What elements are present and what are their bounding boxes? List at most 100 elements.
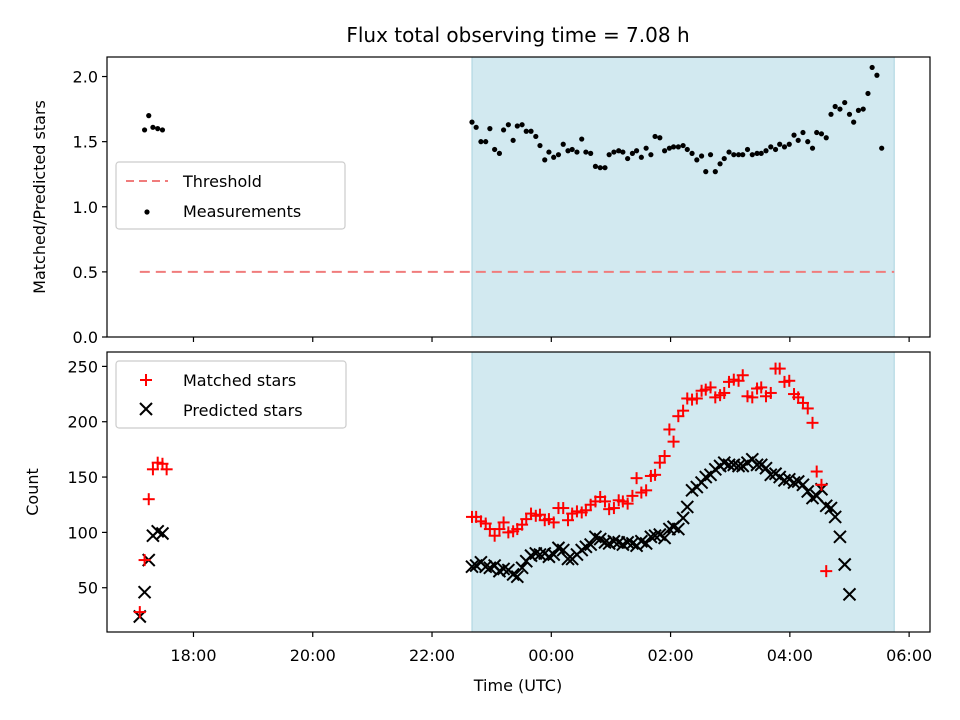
ratio-panel: 0.00.51.01.52.0 Matched/Predicted stars … bbox=[30, 56, 931, 347]
x-stroke bbox=[465, 559, 479, 574]
predicted-star-point bbox=[833, 530, 847, 544]
predicted-star-point bbox=[801, 484, 815, 499]
measurement-point bbox=[150, 124, 156, 130]
y-tick-label: 0.5 bbox=[73, 263, 98, 282]
measurement-point bbox=[652, 133, 658, 140]
matched-star-point bbox=[138, 554, 151, 567]
matched-star-point bbox=[815, 478, 828, 491]
measurement-point bbox=[500, 127, 507, 133]
measurement-point bbox=[638, 154, 644, 160]
measurement-point bbox=[588, 150, 594, 156]
y-tick-label: 2.0 bbox=[73, 68, 98, 87]
measurement-point bbox=[740, 152, 746, 158]
measurement-point bbox=[560, 141, 566, 147]
measurement-point bbox=[818, 131, 825, 137]
x-stroke bbox=[801, 484, 815, 499]
measurement-point bbox=[781, 144, 788, 150]
matched-star-point bbox=[621, 497, 634, 510]
y-tick-label: 150 bbox=[67, 468, 98, 487]
matched-star-point bbox=[718, 386, 731, 399]
matched-star-point bbox=[557, 502, 570, 515]
count-panel-frame bbox=[106, 351, 931, 633]
x-axis-label: Time (UTC) bbox=[473, 676, 562, 695]
measurement-point bbox=[809, 145, 816, 151]
predicted-star-point bbox=[465, 559, 479, 574]
matched-star-point bbox=[598, 495, 611, 508]
count-x-ticks: 18:00 20:00 22:00 00:00 02:00 04:00 06:00 bbox=[170, 632, 932, 665]
x-stroke bbox=[796, 478, 810, 492]
predicted-star-point bbox=[607, 534, 621, 548]
measurement-point bbox=[146, 113, 152, 119]
measurement-point bbox=[712, 169, 718, 175]
x-stroke bbox=[561, 552, 575, 566]
matched-star-point bbox=[640, 484, 653, 497]
measurement-point bbox=[703, 169, 709, 175]
measurement-point bbox=[772, 146, 779, 153]
x-stroke bbox=[583, 537, 598, 552]
x-stroke bbox=[680, 500, 694, 514]
count-y-axis-label: Count bbox=[23, 468, 42, 516]
measurement-point bbox=[666, 145, 672, 151]
predicted-star-point bbox=[750, 458, 764, 472]
measurement-point bbox=[855, 107, 862, 113]
ratio-x-ticks bbox=[192, 337, 910, 342]
measurement-point bbox=[680, 142, 686, 149]
x-stroke bbox=[731, 459, 746, 473]
matched-star-point bbox=[630, 472, 643, 485]
measurement-points bbox=[137, 64, 885, 189]
chart-title: Flux total observing time = 7.08 h bbox=[346, 23, 689, 47]
measurement-point bbox=[726, 149, 732, 155]
measurement-point bbox=[754, 150, 760, 156]
measurement-point bbox=[625, 155, 631, 162]
measurement-point bbox=[496, 150, 503, 156]
matched-star-point bbox=[783, 374, 796, 387]
measurement-point bbox=[648, 152, 654, 158]
x-stroke bbox=[515, 561, 529, 575]
x-stroke bbox=[625, 536, 640, 551]
x-stroke bbox=[828, 510, 842, 524]
predicted-star-point bbox=[561, 552, 575, 566]
x-tick-label: 18:00 bbox=[170, 646, 216, 665]
measurement-point bbox=[533, 133, 539, 140]
x-stroke bbox=[137, 585, 152, 599]
measurement-point bbox=[842, 99, 848, 106]
matched-star-point bbox=[133, 606, 146, 619]
count-y-ticks: 50 100 150 200 250 bbox=[67, 357, 107, 598]
matched-star-point bbox=[773, 362, 786, 375]
matched-star-point bbox=[667, 435, 680, 448]
x-stroke bbox=[644, 530, 658, 544]
x-stroke bbox=[510, 569, 525, 584]
measurement-point bbox=[689, 150, 695, 156]
measurement-point bbox=[777, 141, 783, 147]
x-stroke bbox=[155, 526, 170, 541]
measurement-point bbox=[744, 146, 751, 153]
legend-threshold-label: Threshold bbox=[182, 172, 262, 191]
predicted-star-point bbox=[137, 585, 152, 599]
measurement-point bbox=[616, 148, 622, 154]
measurement-point bbox=[749, 152, 755, 158]
x-stroke bbox=[150, 524, 165, 538]
measurement-point bbox=[707, 152, 714, 158]
y-tick-label: 1.0 bbox=[73, 198, 98, 217]
x-tick-label: 02:00 bbox=[648, 646, 694, 665]
measurement-point bbox=[569, 146, 575, 153]
x-stroke bbox=[593, 532, 607, 546]
predicted-star-point bbox=[155, 526, 170, 541]
legend-predicted-swatch bbox=[139, 402, 153, 416]
x-tick-label: 06:00 bbox=[886, 646, 932, 665]
measurement-point bbox=[528, 128, 534, 134]
x-stroke bbox=[492, 564, 507, 578]
predicted-star-point bbox=[731, 459, 746, 473]
x-tick-label: 22:00 bbox=[409, 646, 455, 665]
measurement-point bbox=[620, 149, 626, 155]
measurement-point bbox=[487, 126, 493, 132]
y-tick-label: 50 bbox=[78, 579, 98, 598]
matched-star-point bbox=[746, 391, 759, 404]
matched-star-point bbox=[677, 404, 690, 417]
matched-star-point bbox=[488, 529, 501, 542]
measurement-point bbox=[555, 152, 562, 158]
measurement-point bbox=[869, 64, 875, 71]
predicted-star-point bbox=[657, 531, 672, 545]
x-stroke bbox=[620, 535, 635, 550]
count-legend-box bbox=[115, 360, 347, 429]
